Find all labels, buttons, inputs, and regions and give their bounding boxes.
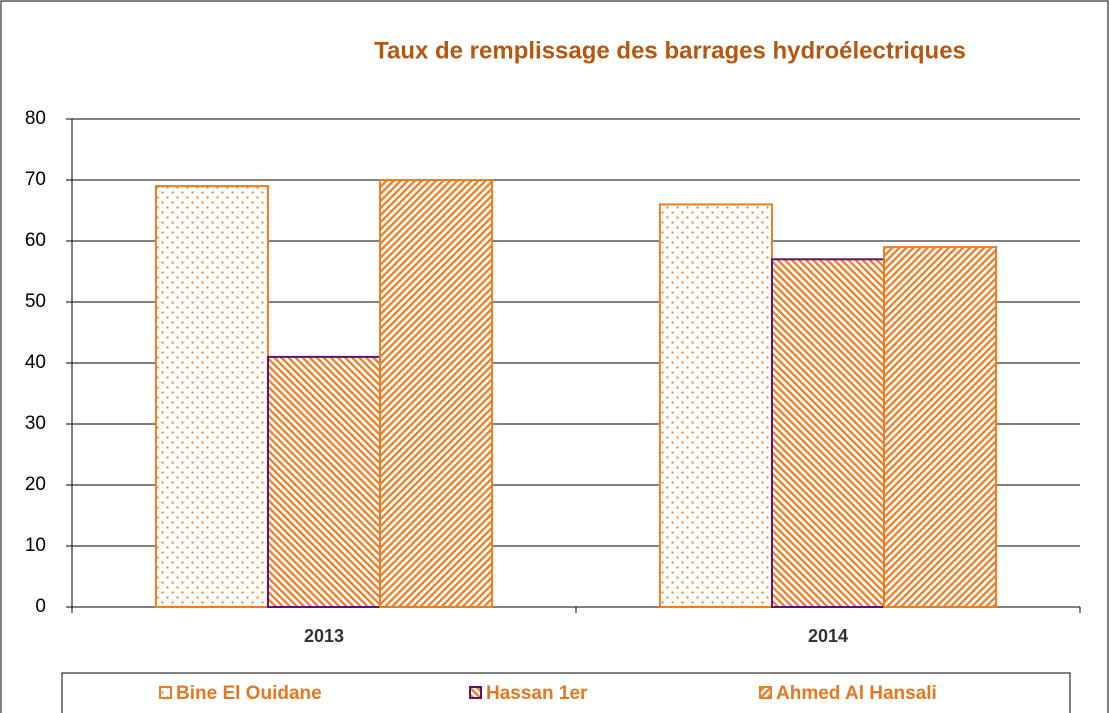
- y-tick-label: 20: [25, 474, 46, 495]
- y-tick-label: 70: [25, 169, 46, 190]
- x-tick-label: 2013: [304, 626, 344, 646]
- legend-label: Bine El Ouidane: [176, 683, 322, 704]
- legend-swatch: [469, 686, 482, 699]
- y-tick-label: 60: [25, 230, 46, 251]
- legend-label: Hassan 1er: [486, 683, 588, 704]
- bar: [379, 179, 494, 608]
- y-tick-label: 80: [25, 108, 46, 129]
- x-tick-label: 2014: [808, 626, 848, 646]
- bar: [770, 258, 886, 608]
- bar: [266, 355, 382, 608]
- bar: [883, 246, 998, 608]
- legend-box: [61, 672, 1071, 713]
- legend-swatch: [759, 686, 772, 699]
- legend-label: Ahmed Al Hansali: [776, 683, 937, 704]
- bar: [658, 203, 773, 608]
- y-tick-label: 50: [25, 291, 46, 312]
- y-tick-label: 0: [35, 596, 46, 617]
- y-tick-label: 40: [25, 352, 46, 373]
- legend-swatch: [159, 686, 172, 699]
- bar: [154, 185, 269, 608]
- chart-title: Taux de remplissage des barrages hydroél…: [374, 37, 966, 64]
- y-tick-label: 30: [25, 413, 46, 434]
- y-tick-label: 10: [25, 535, 46, 556]
